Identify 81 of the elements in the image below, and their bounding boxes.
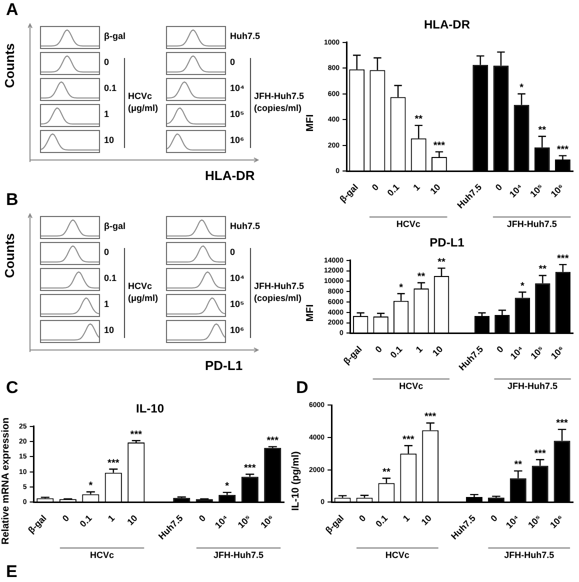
data-label: *** (556, 144, 569, 156)
x-tick-label: 0.1 (388, 344, 404, 360)
x-tick-label: 0 (494, 182, 504, 193)
x-tick-label: 1 (414, 344, 424, 355)
x-tick-label: 10⁴ (508, 344, 526, 362)
x-tick-label: 10⁴ (213, 513, 230, 530)
data-label: ** (438, 256, 446, 268)
text: Counts (2, 233, 17, 278)
data-label: ** (417, 271, 426, 282)
text: JFH-Huh7.5 (copies/ml) (254, 280, 304, 304)
x-tick-label: 1 (411, 182, 422, 193)
data-label: *** (244, 463, 256, 474)
data-label: ** (538, 125, 546, 136)
x-tick-label: 0 (357, 513, 368, 524)
y-axis-title: MFI (305, 304, 316, 322)
text: JFH-Huh7.5 (506, 218, 557, 229)
x-tick-label: 0 (494, 344, 506, 355)
data-label: *** (108, 458, 120, 469)
data-label: *** (556, 418, 568, 430)
x-tick-label: 10⁵ (236, 513, 254, 530)
text: HCVc (385, 550, 410, 560)
x-tick-label: 10⁵ (528, 344, 546, 362)
x-tick-label: 10⁶ (258, 513, 276, 530)
data-label: *** (130, 429, 142, 440)
y-axis-title: IL-10 (pg/ml) (290, 450, 302, 512)
data-label: *** (402, 434, 414, 446)
data-label: ** (538, 264, 547, 276)
text: HCVc (399, 380, 424, 391)
x-tick-label: 1 (106, 513, 117, 524)
data-label: *** (424, 412, 436, 423)
x-tick-label: 10 (428, 182, 442, 196)
text: E (6, 562, 18, 582)
text: JFH-Huh7.5 (504, 550, 554, 560)
chart-title: HLA-DR (424, 18, 470, 32)
data-label: * (520, 82, 524, 94)
text: JFH-Huh7.5 (214, 550, 264, 560)
chart-title: PD-L1 (430, 236, 465, 250)
x-tick-label: 10⁶ (548, 513, 566, 530)
x-tick-label: 0 (196, 513, 208, 524)
x-tick-label: 10⁴ (504, 513, 522, 530)
x-tick-label: 10⁵ (526, 513, 544, 530)
y-axis-title: MFI (305, 113, 317, 134)
data-label: *** (266, 435, 279, 446)
text: Counts (2, 43, 17, 88)
text: HCVc (90, 550, 114, 560)
chart-title: IL-10 (136, 402, 164, 416)
data-label: * (225, 481, 230, 492)
text: D (296, 378, 308, 398)
text: B (6, 190, 18, 210)
data-label: *** (557, 253, 569, 264)
x-tick-label: 10⁵ (528, 182, 546, 200)
x-tick-label: 10 (419, 513, 434, 528)
x-tick-label: 0 (373, 344, 384, 355)
x-tick-label: 0 (488, 513, 500, 524)
x-tick-label: 10⁶ (548, 344, 566, 362)
data-label: ** (382, 466, 390, 478)
data-label: * (88, 480, 93, 492)
x-tick-label: 0.1 (78, 513, 94, 529)
text: C (6, 378, 18, 398)
text: JFH-Huh7.5 (copies/ml) (254, 90, 304, 114)
data-label: * (520, 280, 524, 292)
text: HLA-DR (205, 168, 255, 183)
text: JFH-Huh7.5 (508, 380, 558, 391)
x-tick-label: 0.1 (385, 182, 402, 198)
x-tick-label: 10 (430, 344, 445, 358)
x-tick-label: 0 (60, 513, 72, 524)
x-tick-label: 1 (400, 513, 412, 524)
text: HCVc (396, 218, 420, 229)
x-tick-label: 10⁶ (548, 182, 566, 200)
data-label: * (399, 282, 404, 294)
text: PD-L1 (205, 358, 243, 373)
data-label: *** (433, 140, 446, 152)
x-tick-label: 10 (125, 513, 140, 528)
x-tick-label: 0 (370, 182, 381, 193)
text: A (6, 0, 18, 20)
data-label: ** (514, 460, 522, 471)
x-tick-label: 10⁴ (507, 182, 525, 200)
data-label: *** (534, 448, 546, 460)
data-label: ** (414, 114, 423, 126)
x-tick-label: 0.1 (374, 513, 390, 529)
y-axis-title: Relative mRNA expression (0, 416, 12, 546)
